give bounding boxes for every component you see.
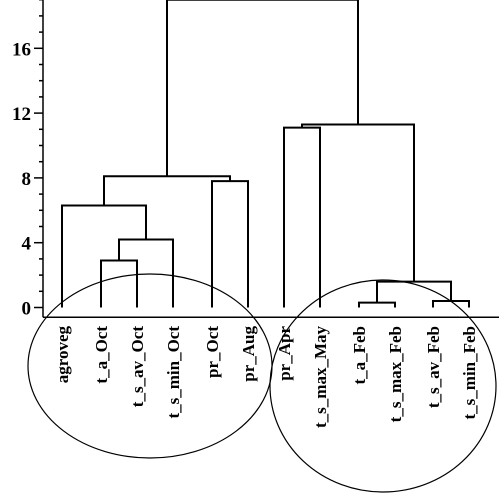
leaf-label: t_s_max_May bbox=[311, 326, 330, 428]
leaf-label: t_s_min_Feb bbox=[460, 326, 479, 420]
y-axis: 0 4 8 12 16 bbox=[12, 0, 499, 320]
leaf-label: agroveg bbox=[53, 326, 72, 384]
leaf-label: t_a_Oct bbox=[92, 326, 111, 384]
right-cluster-circle bbox=[269, 279, 497, 493]
y-tick-label: 12 bbox=[12, 104, 31, 125]
y-tick-label: 8 bbox=[22, 169, 32, 190]
leaf-label: pr_Apr bbox=[275, 326, 294, 381]
y-tick-label: 0 bbox=[22, 299, 32, 320]
y-tick-label: 4 bbox=[22, 234, 32, 255]
leaf-label: t_s_min_Oct bbox=[164, 326, 183, 419]
leaf-label: t_s_max_Feb bbox=[386, 326, 405, 422]
leaf-label: t_a_Feb bbox=[350, 326, 369, 385]
leaf-label: t_s_av_Oct bbox=[128, 326, 147, 408]
leaf-labels: agroveg t_a_Oct t_s_av_Oct t_s_min_Oct pr_Oc… bbox=[53, 326, 479, 428]
leaf-label: t_s_av_Feb bbox=[424, 326, 443, 408]
dendrogram-branches bbox=[61, 0, 470, 308]
leaf-label: pr_Aug bbox=[239, 326, 258, 382]
leaf-label: pr_Oct bbox=[203, 326, 222, 378]
y-tick-label: 16 bbox=[12, 39, 31, 60]
